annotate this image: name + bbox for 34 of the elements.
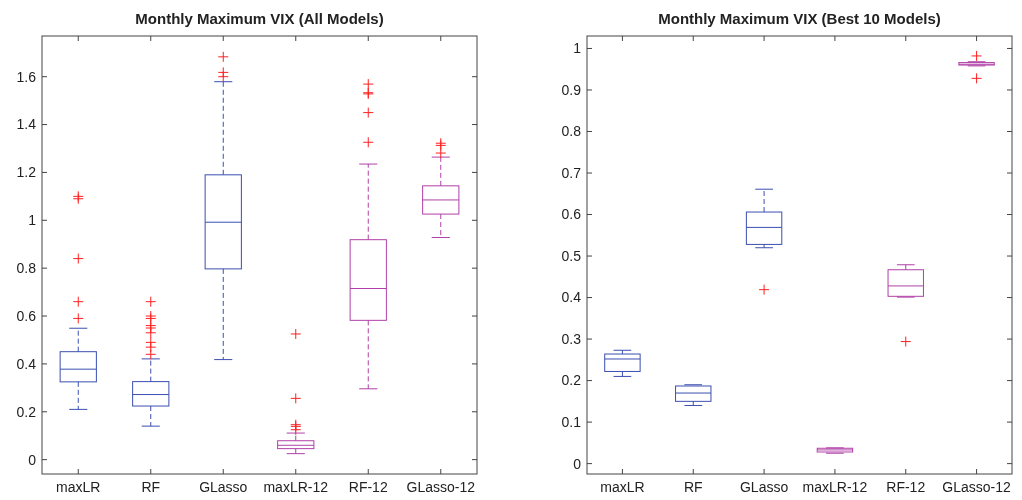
y-tick-label: 0.1 <box>561 414 582 430</box>
y-tick-label: 0.4 <box>16 355 37 372</box>
x-tick-label: GLasso <box>199 479 248 495</box>
y-tick-label: 0.4 <box>561 289 582 306</box>
y-tick-label: 0.2 <box>561 372 582 389</box>
x-tick-label: RF <box>683 479 703 495</box>
y-tick-label: 0.5 <box>561 247 582 264</box>
chart-title: Monthly Maximum VIX (All Models) <box>135 10 384 27</box>
y-tick-label: 1 <box>28 212 37 229</box>
x-tick-label: maxLR <box>600 479 645 495</box>
y-tick-label: 0.6 <box>16 307 37 324</box>
y-tick-label: 0 <box>28 451 37 468</box>
y-tick-label: 0.9 <box>561 81 582 98</box>
y-tick-label: 0.3 <box>561 330 582 347</box>
x-tick-label: maxLR <box>56 479 101 495</box>
x-tick-label: maxLR-12 <box>263 479 329 495</box>
y-tick-label: 0.8 <box>561 123 582 140</box>
y-tick-label: 1 <box>573 40 582 57</box>
y-tick-label: 1.4 <box>16 116 37 133</box>
x-tick-label: RF-12 <box>348 479 388 495</box>
x-tick-label: maxLR-12 <box>802 479 868 495</box>
y-tick-label: 1.2 <box>16 164 37 181</box>
x-tick-label: RF-12 <box>886 479 926 495</box>
x-tick-label: GLasso <box>739 479 789 495</box>
y-tick-label: 0 <box>573 455 582 472</box>
chart-title: Monthly Maximum VIX (Best 10 Models) <box>658 10 941 27</box>
y-tick-label: 0.7 <box>561 164 582 181</box>
y-tick-label: 1.6 <box>16 68 37 85</box>
x-tick-label: GLasso-12 <box>406 479 476 495</box>
x-tick-label: GLasso-12 <box>942 479 1012 495</box>
y-tick-label: 0.2 <box>16 403 37 420</box>
x-tick-label: RF <box>141 479 161 495</box>
y-tick-label: 0.8 <box>16 260 37 277</box>
y-tick-label: 0.6 <box>561 206 582 223</box>
